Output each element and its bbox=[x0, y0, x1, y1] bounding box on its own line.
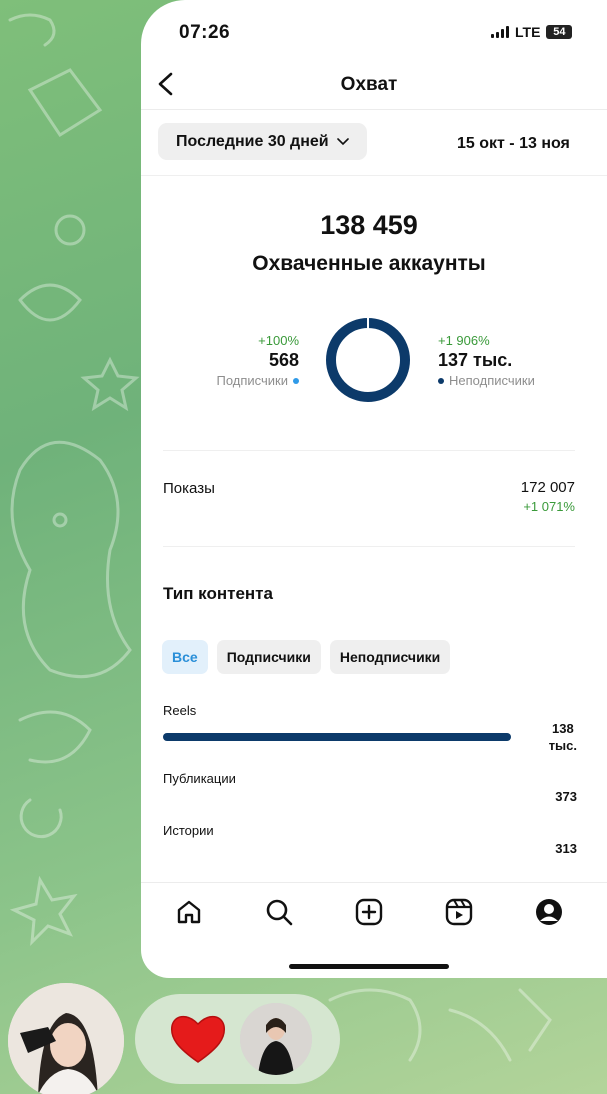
impressions-change: +1 071% bbox=[523, 499, 575, 514]
status-bar: 07:26 LTE 54 bbox=[141, 0, 607, 60]
impressions-label: Показы bbox=[163, 480, 215, 497]
search-icon[interactable] bbox=[264, 897, 294, 927]
content-row-value: 313 bbox=[555, 841, 577, 856]
content-row-value: 138 bbox=[551, 721, 574, 736]
chevron-down-icon bbox=[336, 137, 349, 145]
non-followers-stat: +1 906% 137 тыс. Неподписчики bbox=[438, 333, 598, 388]
impressions-value: 172 007 bbox=[520, 479, 575, 496]
divider bbox=[163, 450, 575, 451]
person-photo-icon bbox=[8, 983, 124, 1094]
date-range-dropdown[interactable]: Последние 30 дней bbox=[158, 123, 367, 160]
reactor-avatar[interactable] bbox=[240, 1003, 312, 1075]
chip-followers-label: Подписчики bbox=[226, 649, 311, 665]
reach-label: Охваченные аккаунты bbox=[252, 252, 486, 275]
reach-donut-chart bbox=[326, 318, 410, 402]
content-row-reels: Reels 138 тыс. bbox=[163, 703, 577, 757]
heart-icon[interactable] bbox=[168, 1008, 228, 1068]
home-icon[interactable] bbox=[174, 897, 204, 927]
chip-non-followers[interactable]: Неподписчики bbox=[329, 640, 451, 674]
network-type: LTE bbox=[515, 24, 541, 40]
back-arrow-icon[interactable] bbox=[153, 70, 181, 98]
content-type-filter: Все Подписчики Неподписчики bbox=[162, 640, 451, 674]
profile-icon[interactable] bbox=[534, 897, 564, 927]
followers-value: 568 bbox=[268, 350, 299, 370]
instagram-insights-screen: 07:26 LTE 54 Охват Последние 30 дней 15 … bbox=[141, 0, 607, 978]
video-message-avatar[interactable] bbox=[8, 983, 124, 1094]
content-row-label: Истории bbox=[163, 823, 214, 838]
bottom-tab-bar bbox=[141, 882, 607, 942]
reels-icon[interactable] bbox=[444, 897, 474, 927]
content-row-label: Публикации bbox=[163, 771, 236, 786]
content-row-bar bbox=[163, 733, 511, 741]
reach-total: 138 459 bbox=[320, 210, 418, 240]
date-filter-row: Последние 30 дней 15 окт - 13 ноя bbox=[141, 110, 607, 176]
content-row-posts: Публикации 373 bbox=[163, 771, 577, 811]
content-row-stories: Истории 313 bbox=[163, 823, 577, 863]
create-icon[interactable] bbox=[354, 897, 384, 927]
content-row-value-unit: тыс. bbox=[548, 738, 577, 753]
content-type-title: Тип контента bbox=[163, 584, 273, 603]
divider bbox=[163, 546, 575, 547]
status-indicators: LTE 54 bbox=[491, 24, 573, 40]
followers-legend-dot bbox=[293, 377, 299, 384]
chip-all-label: Все bbox=[172, 649, 198, 665]
chip-non-followers-label: Неподписчики bbox=[339, 649, 441, 665]
chip-followers[interactable]: Подписчики bbox=[216, 640, 321, 674]
date-range-text: 15 окт - 13 ноя bbox=[457, 135, 570, 152]
donut-non-followers-segment bbox=[326, 318, 410, 402]
non-followers-legend-dot bbox=[438, 377, 444, 384]
home-indicator bbox=[289, 964, 449, 969]
nav-bar: Охват bbox=[141, 60, 607, 110]
battery-icon: 54 bbox=[546, 25, 573, 39]
followers-stat: +100% 568 Подписчики bbox=[171, 333, 299, 388]
signal-icon bbox=[491, 26, 509, 38]
battery-level: 54 bbox=[553, 26, 566, 38]
non-followers-label: Неподписчики bbox=[449, 373, 535, 388]
non-followers-change: +1 906% bbox=[438, 333, 490, 348]
page-title: Охват bbox=[340, 74, 398, 95]
content-row-value: 373 bbox=[555, 789, 577, 804]
chip-all[interactable]: Все bbox=[162, 640, 208, 674]
followers-label: Подписчики bbox=[216, 373, 288, 388]
person-photo-icon bbox=[240, 1003, 312, 1075]
followers-change: +100% bbox=[258, 333, 299, 348]
content-row-label: Reels bbox=[163, 703, 197, 718]
non-followers-value: 137 тыс. bbox=[438, 350, 513, 370]
status-time: 07:26 bbox=[179, 22, 231, 43]
date-range-dropdown-label: Последние 30 дней bbox=[176, 132, 329, 150]
